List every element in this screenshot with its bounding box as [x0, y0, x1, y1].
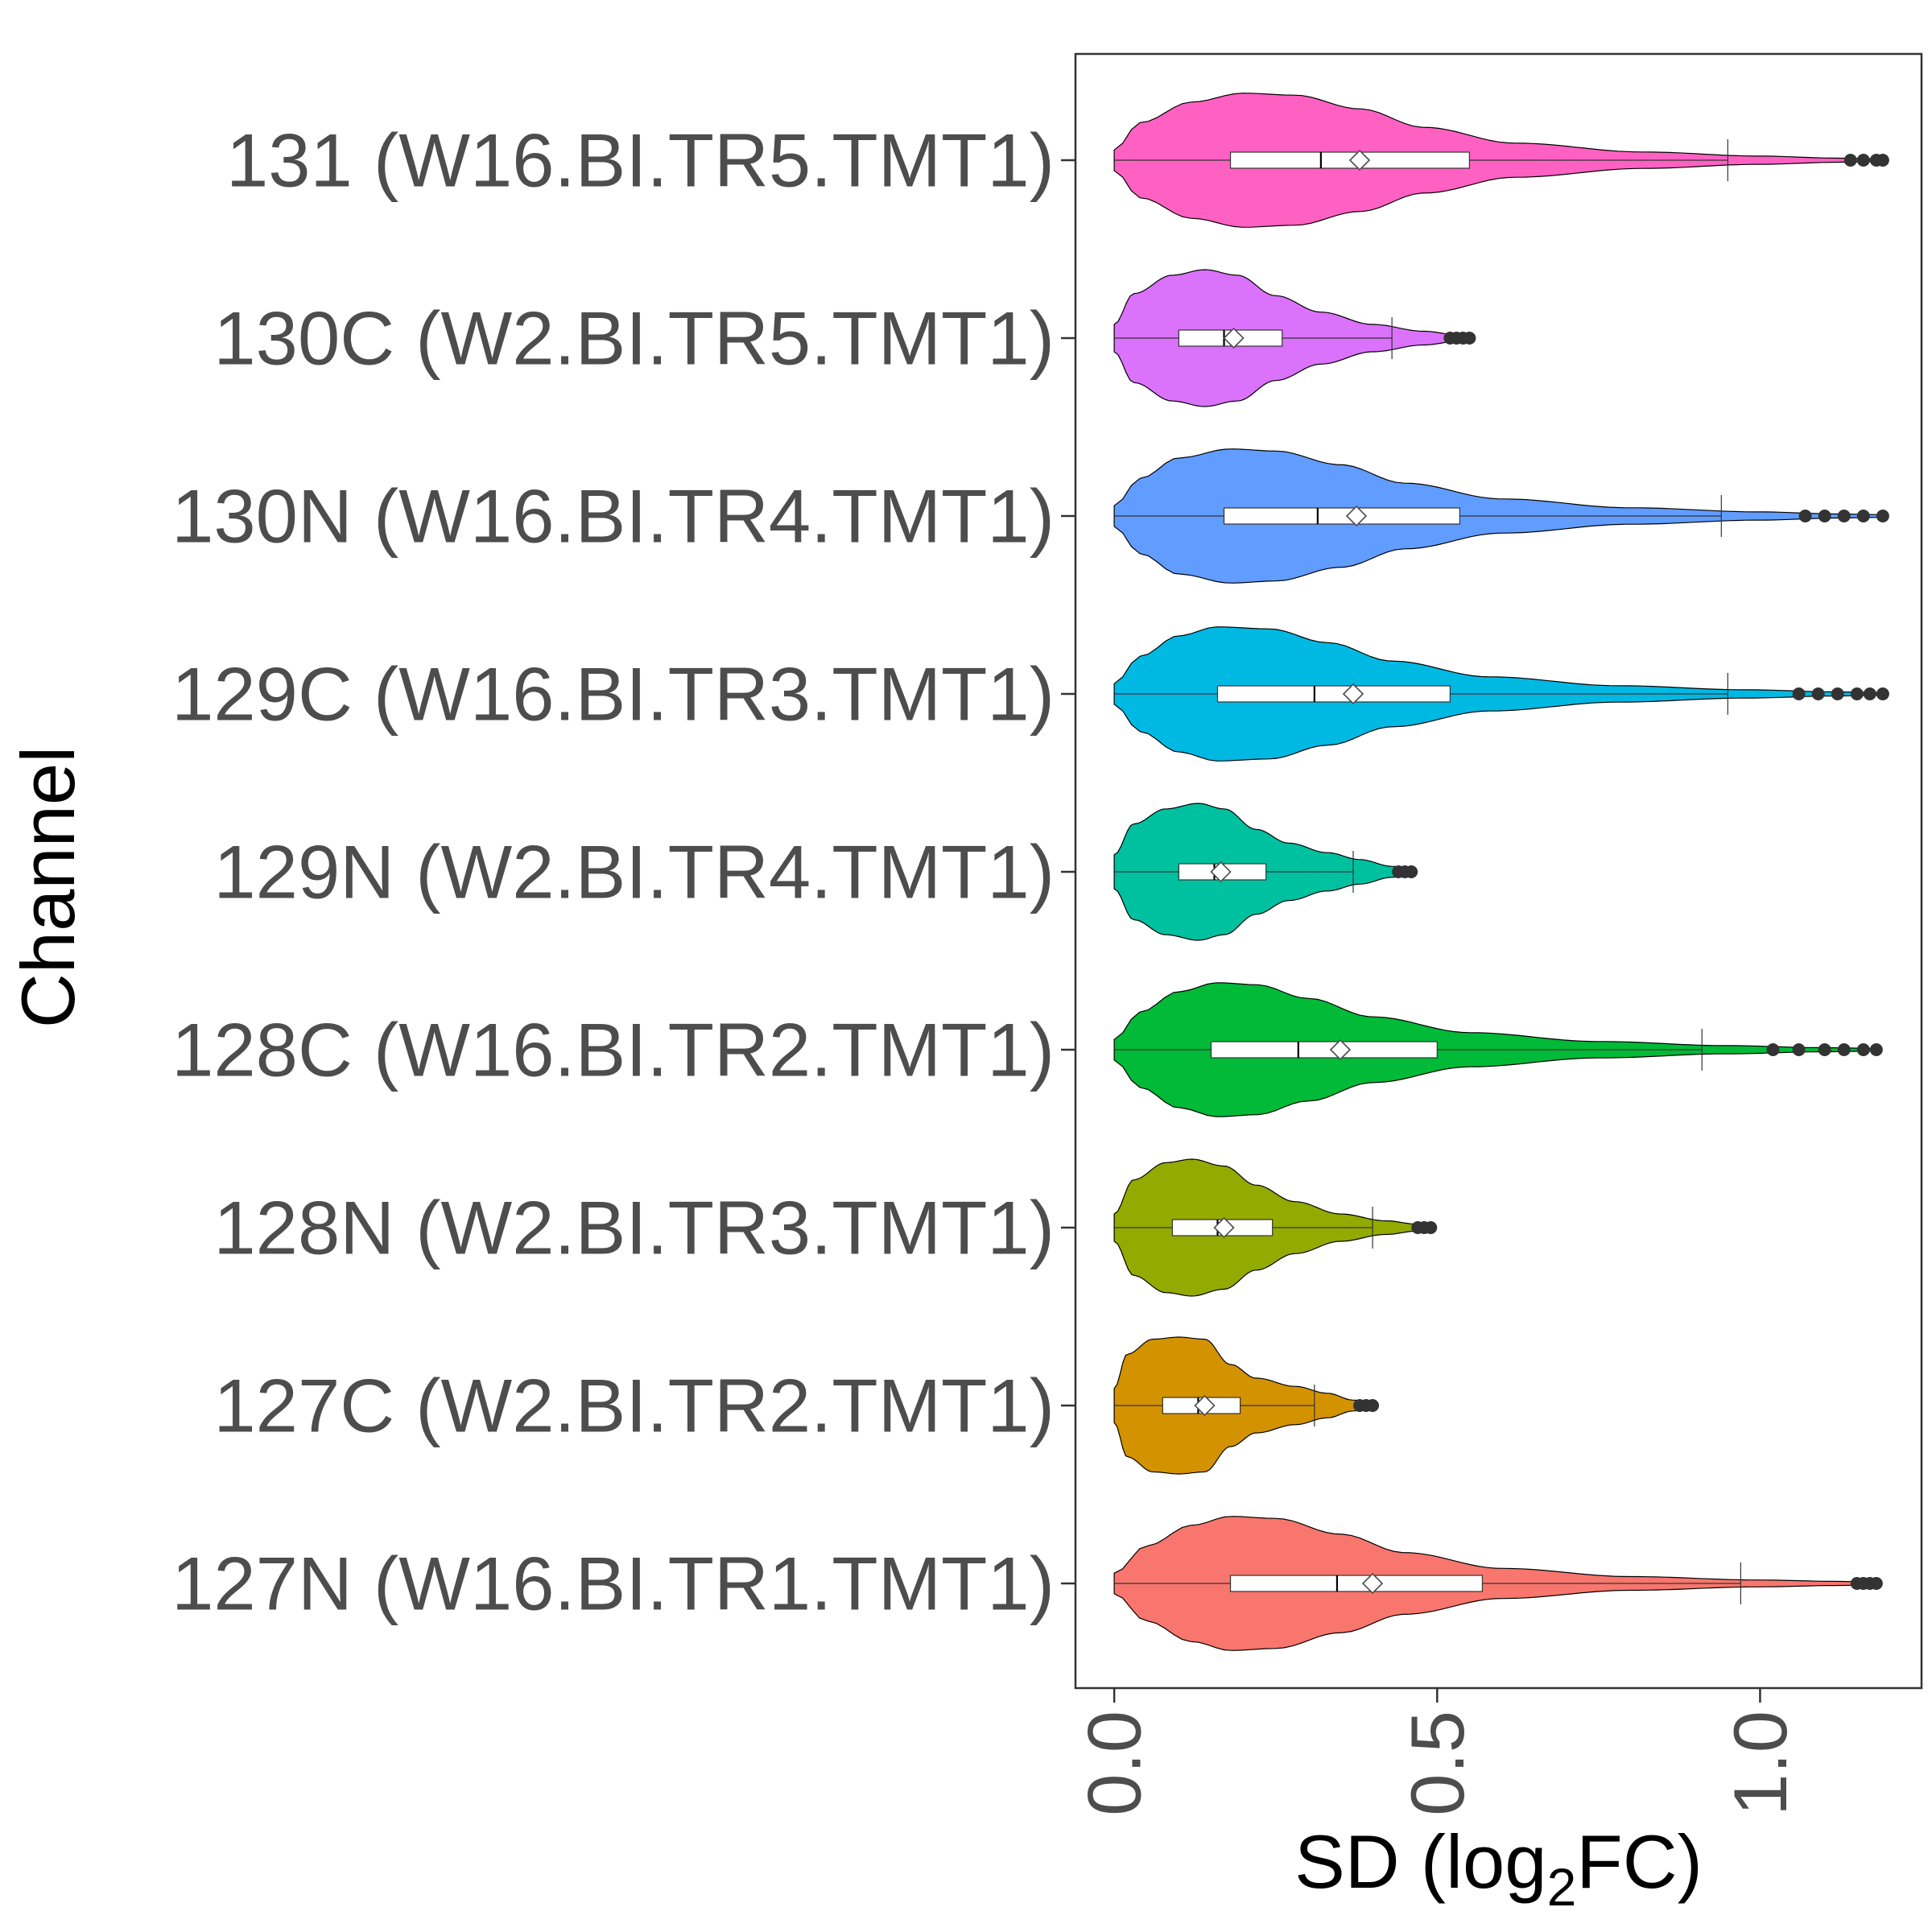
outlier-point: [1837, 510, 1851, 522]
y-tick-label: 127N (W16.BI.TR1.TMT1): [171, 1542, 1055, 1626]
outlier-point: [1798, 510, 1812, 522]
x-tick-label: 1.0: [1718, 1711, 1802, 1816]
x-axis-ticks: 0.0 0.5 1.0: [1072, 1688, 1802, 1816]
outlier-point: [1766, 1043, 1780, 1056]
y-tick-label: 129N (W2.BI.TR4.TMT1): [213, 830, 1055, 914]
mean-marker: [1361, 1572, 1384, 1595]
violin-group: [1113, 982, 1883, 1117]
box: [1210, 1041, 1438, 1059]
y-axis-ticks: 127N (W16.BI.TR1.TMT1) 127C (W2.BI.TR2.TM…: [171, 118, 1075, 1626]
mean-marker: [1194, 1394, 1216, 1417]
mean-marker: [1345, 505, 1368, 527]
x-axis-title-main: SD (log: [1294, 1819, 1546, 1904]
outlier-point: [1831, 687, 1844, 700]
panel-border: [1074, 52, 1923, 1690]
outlier-point: [1856, 154, 1870, 167]
y-tick-label: 129C (W16.BI.TR3.TMT1): [171, 652, 1055, 737]
y-axis-title: Channel: [6, 746, 90, 1028]
violin-group: [1113, 269, 1476, 407]
outlier-point: [1856, 510, 1870, 522]
outlier-point: [1863, 687, 1876, 700]
outlier-point: [1856, 1043, 1870, 1056]
box: [1216, 685, 1451, 703]
x-axis-title: SD (log2FC): [1294, 1819, 1703, 1917]
outlier-point: [1463, 332, 1476, 345]
outlier-point: [1876, 510, 1889, 522]
outlier-point: [1876, 687, 1889, 700]
y-tick-label: 131 (W16.BI.TR5.TMT1): [226, 118, 1055, 203]
y-tick-label: 128N (W2.BI.TR3.TMT1): [213, 1186, 1055, 1270]
outlier-point: [1792, 1043, 1806, 1056]
box: [1229, 1575, 1484, 1592]
outlier-point: [1818, 1043, 1831, 1056]
outlier-point: [1850, 687, 1864, 700]
outlier-point: [1818, 510, 1831, 522]
violin-group: [1113, 93, 1889, 228]
violin-group: [1113, 1336, 1380, 1475]
outlier-point: [1843, 154, 1857, 167]
outlier-point: [1792, 687, 1806, 700]
outlier-point: [1424, 1221, 1438, 1234]
outlier-point: [1869, 1043, 1883, 1056]
violin-group: [1113, 448, 1889, 584]
x-tick-label: 0.5: [1395, 1711, 1480, 1816]
outlier-point: [1405, 865, 1418, 878]
mean-marker: [1342, 683, 1364, 705]
mean-marker: [1348, 149, 1371, 171]
outlier-point: [1811, 687, 1825, 700]
x-tick-label: 0.0: [1072, 1711, 1157, 1816]
y-tick-label: 127C (W2.BI.TR2.TMT1): [213, 1364, 1055, 1448]
y-tick-label: 128C (W16.BI.TR2.TMT1): [171, 1008, 1055, 1092]
violin-group: [1113, 1516, 1883, 1651]
y-tick-label: 130C (W2.BI.TR5.TMT1): [213, 296, 1055, 381]
violin-group: [1113, 803, 1418, 941]
violin-layer: [1113, 93, 1889, 1651]
y-tick-label: 130N (W16.BI.TR4.TMT1): [171, 474, 1055, 559]
box: [1223, 507, 1460, 525]
outlier-point: [1869, 1577, 1883, 1590]
mean-marker: [1213, 1216, 1235, 1239]
mean-marker: [1210, 861, 1232, 883]
x-axis-title-tail: FC): [1576, 1819, 1703, 1904]
outlier-point: [1876, 154, 1889, 167]
outlier-point: [1837, 1043, 1851, 1056]
violin-group: [1113, 626, 1889, 762]
mean-marker: [1223, 327, 1245, 349]
violin-group: [1113, 1158, 1438, 1297]
x-axis-title-subscript: 2: [1547, 1857, 1577, 1917]
outlier-point: [1366, 1399, 1380, 1412]
mean-marker: [1329, 1038, 1352, 1061]
